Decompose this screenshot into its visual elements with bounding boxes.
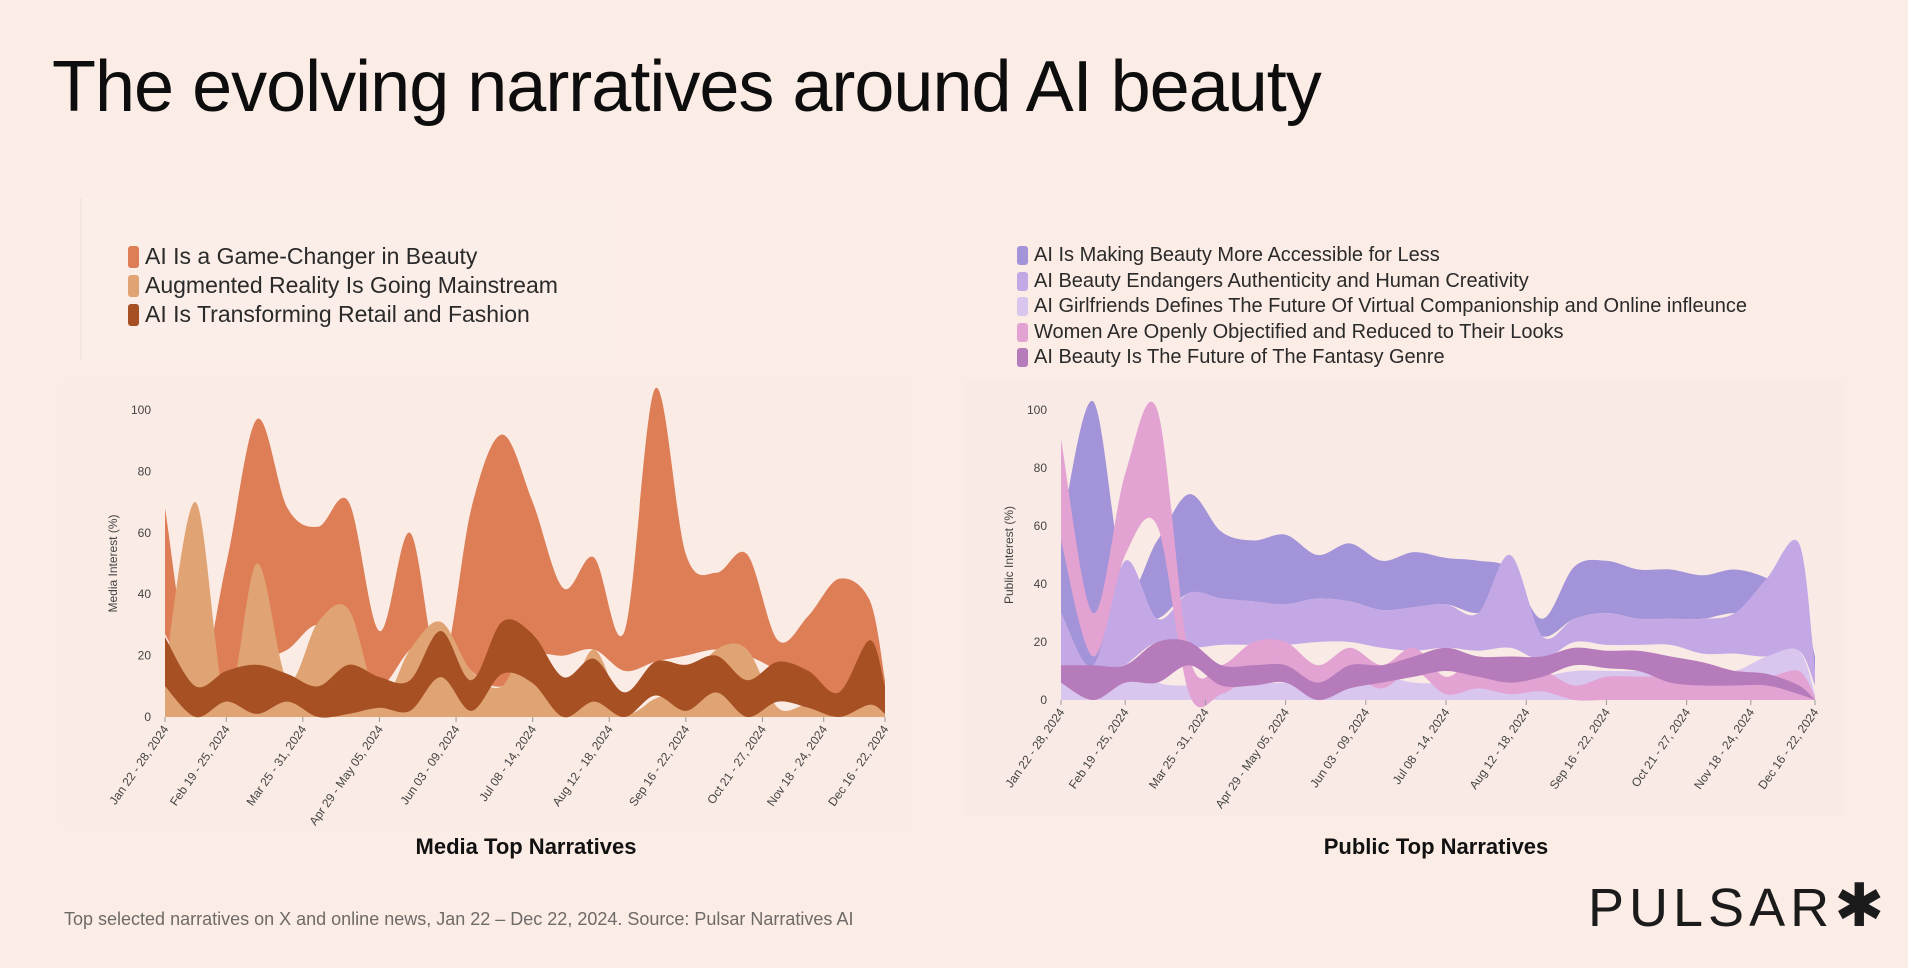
legend-item: Women Are Openly Objectified and Reduced… (1017, 320, 1747, 346)
y-tick-label: 100 (131, 403, 151, 417)
public-chart: 0 20 40 60 80 100 Public Interest (%) Jan 22 - … (1002, 400, 1822, 811)
x-tick-label: Jun 03 - 09, 2024 (1307, 705, 1372, 790)
y-tick-label: 20 (1034, 635, 1048, 649)
legend-label: Women Are Openly Objectified and Reduced… (1034, 320, 1564, 343)
legend-swatch-icon (1017, 246, 1028, 266)
x-tick-label: Mar 25 - 31, 2024 (244, 722, 310, 808)
legend-label: Augmented Reality Is Going Mainstream (145, 272, 558, 298)
legend-swatch-icon (1017, 322, 1028, 342)
legend-item: AI Is Transforming Retail and Fashion (128, 300, 558, 329)
public-legend: AI Is Making Beauty More Accessible for … (1017, 243, 1747, 371)
x-tick-label: Sep 16 - 22, 2024 (1547, 705, 1613, 791)
legend-label: AI Beauty Is The Future of The Fantasy G… (1034, 346, 1445, 369)
public-chart-panel: 0 20 40 60 80 100 Public Interest (%) Jan 22 - … (965, 380, 1843, 815)
legend-swatch-icon (1017, 297, 1028, 317)
x-tick-label: Nov 18 - 24, 2024 (1691, 705, 1757, 791)
media-legend-box (80, 198, 619, 361)
legend-item: AI Beauty Endangers Authenticity and Hum… (1017, 269, 1747, 295)
legend-item: AI Beauty Is The Future of The Fantasy G… (1017, 345, 1747, 371)
series-band-2 (165, 619, 885, 718)
y-axis-title: Media Interest (%) (106, 514, 120, 612)
asterisk-icon: ✱ (1834, 872, 1885, 939)
x-tick-label: Aug 12 - 18, 2024 (1466, 705, 1532, 791)
x-tick-label: Dec 16 - 22, 2024 (825, 722, 891, 808)
y-tick-label: 20 (138, 649, 152, 663)
legend-label: AI Is Making Beauty More Accessible for … (1034, 244, 1440, 267)
y-tick-label: 0 (1040, 693, 1047, 707)
x-tick-label: Sep 16 - 22, 2024 (626, 722, 692, 808)
legend-label: AI Beauty Endangers Authenticity and Hum… (1034, 269, 1529, 292)
x-tick-label: Dec 16 - 22, 2024 (1755, 705, 1821, 791)
series-band-1 (1061, 539, 1815, 686)
legend-swatch-icon (1017, 271, 1028, 291)
x-tick-label: Jul 08 - 14, 2024 (1390, 705, 1453, 787)
x-tick-label: Oct 21 - 27, 2024 (704, 722, 769, 806)
legend-item: AI Girlfriends Defines The Future Of Vir… (1017, 294, 1747, 320)
media-legend: AI Is a Game-Changer in Beauty Augmented… (128, 242, 558, 329)
y-tick-label: 40 (1034, 577, 1048, 591)
legend-item: AI Is Making Beauty More Accessible for … (1017, 243, 1747, 269)
y-tick-label: 80 (138, 464, 152, 478)
legend-swatch-icon (128, 274, 139, 297)
y-tick-label: 40 (138, 587, 152, 601)
legend-item: Augmented Reality Is Going Mainstream (128, 271, 558, 300)
x-tick-label: Feb 19 - 25, 2024 (167, 722, 233, 808)
legend-label: AI Is Transforming Retail and Fashion (145, 301, 530, 327)
footnote: Top selected narratives on X and online … (64, 909, 854, 929)
x-tick-label: Feb 19 - 25, 2024 (1066, 705, 1132, 791)
y-tick-label: 80 (1034, 461, 1048, 475)
y-tick-label: 100 (1027, 403, 1047, 417)
x-tick-label: Jan 22 - 28, 2024 (1002, 705, 1067, 790)
legend-swatch-icon (1017, 348, 1028, 368)
media-chart: 0 20 40 60 80 100 Media Interest (%) Jan 22 - 2… (106, 387, 892, 828)
x-tick-label: Nov 18 - 24, 2024 (764, 722, 830, 808)
legend-swatch-icon (128, 303, 139, 326)
public-chart-title: Public Top Narratives (1323, 834, 1549, 859)
x-tick-label: Mar 25 - 31, 2024 (1146, 705, 1212, 791)
x-tick-label: Apr 29 - May 05, 2024 (1212, 705, 1292, 811)
y-tick-label: 60 (138, 526, 152, 540)
pulsar-logo: PULSAR✱ (1588, 876, 1884, 936)
legend-item: AI Is a Game-Changer in Beauty (128, 242, 558, 271)
logo-text: PULSAR (1588, 878, 1835, 938)
legend-label: AI Girlfriends Defines The Future Of Vir… (1034, 295, 1747, 318)
x-tick-label: Aug 12 - 18, 2024 (550, 722, 616, 808)
legend-swatch-icon (128, 245, 139, 268)
x-tick-label: Jul 08 - 14, 2024 (476, 722, 539, 804)
series-band-4 (1061, 639, 1815, 701)
series-band-0 (1061, 400, 1815, 671)
media-chart-panel: 0 20 40 60 80 100 Media Interest (%) Jan 22 - 2… (61, 380, 910, 828)
legend-label: AI Is a Game-Changer in Beauty (145, 243, 478, 269)
x-tick-label: Jan 22 - 28, 2024 (106, 722, 171, 807)
y-tick-label: 60 (1034, 519, 1048, 533)
media-chart-title: Media Top Narratives (415, 834, 637, 859)
x-tick-label: Oct 21 - 27, 2024 (1628, 705, 1693, 789)
y-tick-label: 0 (144, 710, 151, 724)
page-title: The evolving narratives around AI beauty (52, 47, 1322, 127)
x-tick-label: Apr 29 - May 05, 2024 (306, 722, 386, 828)
x-tick-label: Jun 03 - 09, 2024 (397, 722, 462, 807)
y-axis-title: Public Interest (%) (1002, 506, 1016, 604)
